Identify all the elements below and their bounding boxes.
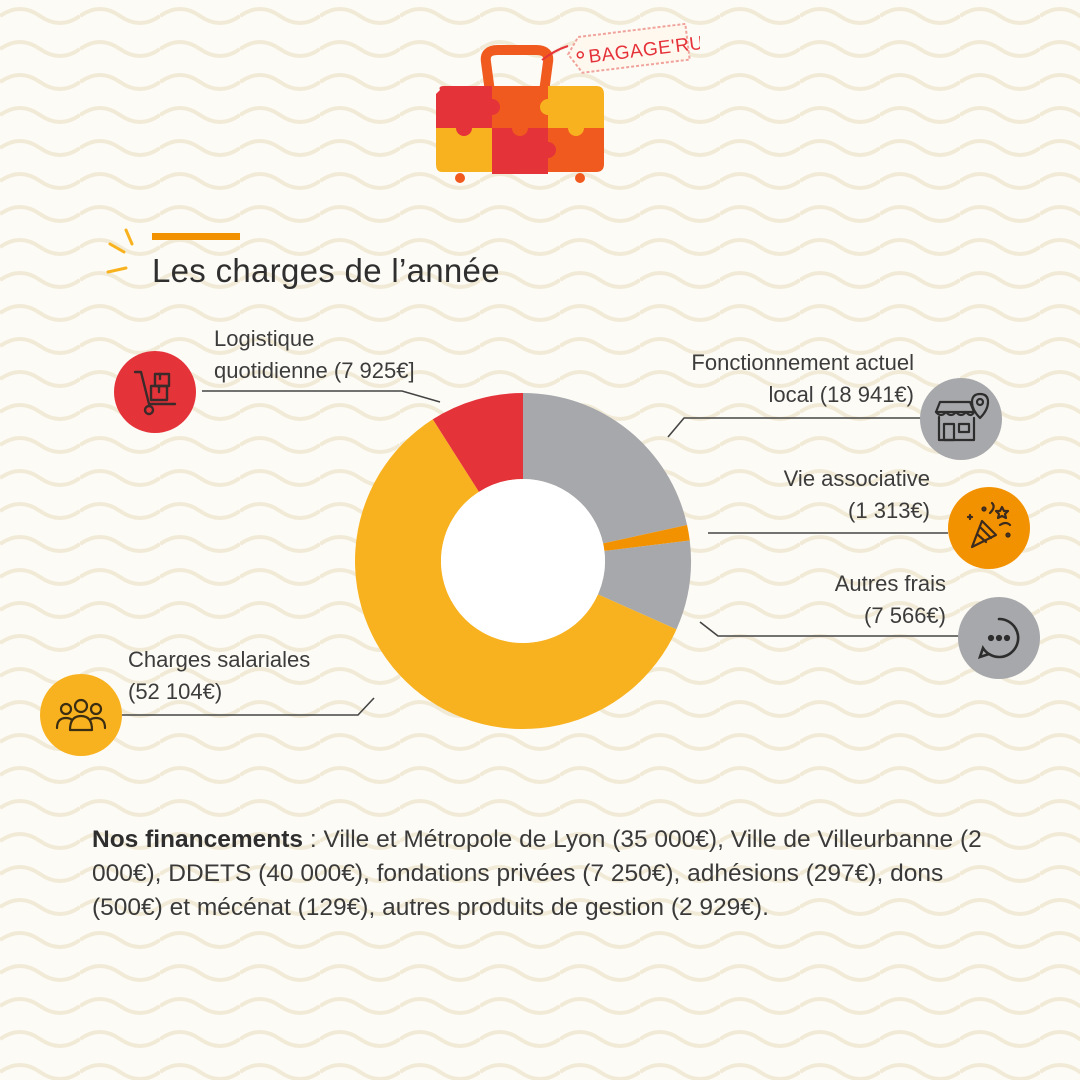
label-vie-associative: Vie associative (1 313€) (783, 466, 930, 523)
more-dots-icon (958, 597, 1040, 679)
hand-truck-icon (114, 351, 196, 433)
charges-donut-chart (120, 390, 962, 729)
title-spark-icon (106, 228, 134, 274)
label-logistique: Logistique quotidienne (7 925€] (214, 326, 415, 383)
page-title: Les charges de l’année (152, 252, 500, 289)
leader-line-autres-frais (699, 621, 962, 637)
leader-line-charges-salariales (120, 697, 375, 716)
donut-slice-charges-salariales (355, 419, 677, 729)
funding-heading: Nos financements (92, 826, 304, 853)
donut-slice-autres-frais (597, 540, 691, 630)
leader-line-logistique (202, 390, 441, 403)
donut-hole (441, 479, 605, 643)
funding-text: : Ville et Métropole de Lyon (35 000€), … (92, 826, 982, 921)
group-people-icon (40, 674, 122, 756)
label-fonctionnement: Fonctionnement actuel local (18 941€) (691, 350, 914, 407)
donut-slice-vie-associative (603, 524, 690, 552)
title-accent-bar (152, 233, 240, 240)
donut-slice-fonctionnement (523, 393, 688, 544)
party-popper-icon (948, 487, 1030, 569)
bagage-rue-logo: BAGAGE'RUE (436, 22, 700, 183)
shop-location-icon (920, 378, 1002, 460)
label-autres-frais: Autres frais (7 566€) (834, 571, 946, 628)
label-charges-salariales: Charges salariales (52 104€) (128, 647, 311, 704)
leader-line-fonctionnement (667, 417, 926, 438)
funding-paragraph: Nos financements : Ville et Métropole de… (92, 823, 992, 925)
donut-slice-logistique (432, 393, 523, 492)
